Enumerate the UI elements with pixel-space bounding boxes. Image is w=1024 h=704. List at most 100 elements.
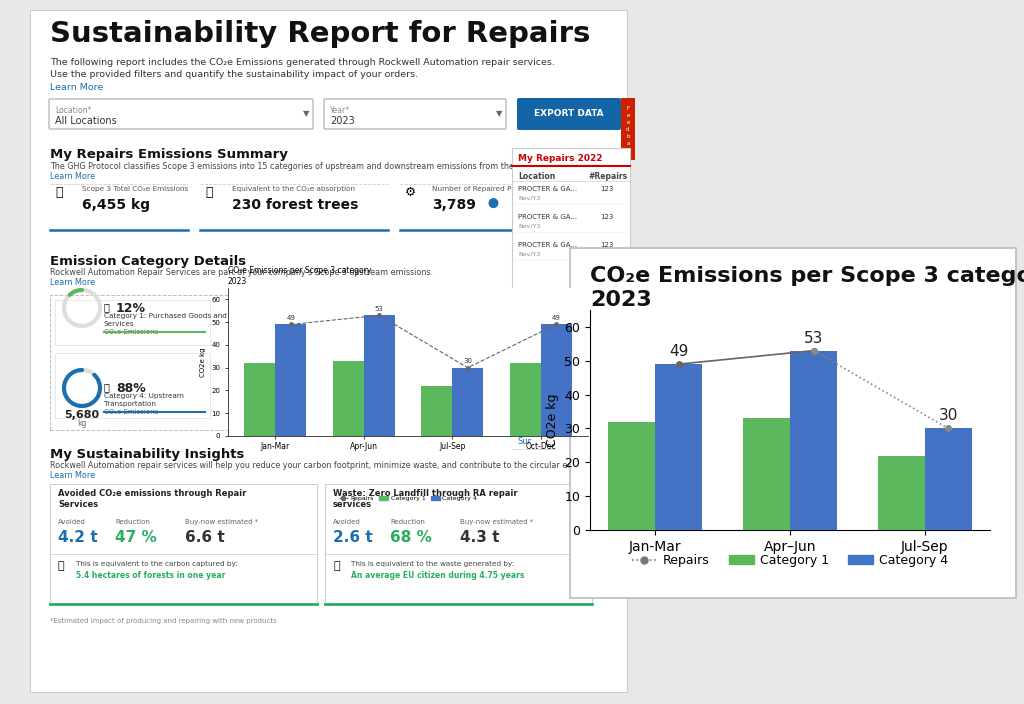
Text: Category 4: Upstream: Category 4: Upstream: [104, 393, 184, 399]
Text: ▼: ▼: [496, 110, 503, 118]
Text: 🌲: 🌲: [58, 561, 65, 571]
Text: This is equivalent to the carbon captured by:: This is equivalent to the carbon capture…: [76, 561, 238, 567]
Text: Cre: Cre: [518, 401, 532, 410]
Text: Number of Repaired Products: Number of Repaired Products: [432, 186, 539, 192]
Text: kg: kg: [78, 419, 87, 428]
Text: a: a: [627, 141, 630, 146]
Text: Sur: Sur: [518, 437, 532, 446]
Legend: Repairs, Category 1, Category 4: Repairs, Category 1, Category 4: [627, 549, 953, 572]
Text: The GHG Protocol classifies Scope 3 emissions into 15 categories of upstream and: The GHG Protocol classifies Scope 3 emis…: [50, 162, 614, 171]
Text: PROCTER & GA...: PROCTER & GA...: [518, 242, 578, 248]
Text: 53: 53: [375, 306, 384, 312]
Text: Learn More: Learn More: [50, 471, 95, 480]
Bar: [333, 361, 364, 436]
FancyBboxPatch shape: [324, 99, 506, 129]
Bar: [510, 363, 541, 436]
Text: Location*: Location*: [55, 106, 91, 115]
Text: Avoided: Avoided: [333, 519, 360, 525]
Text: Nov/Y3: Nov/Y3: [518, 195, 541, 200]
Text: Rockwell Automation repair services will help you reduce your carbon footprint, : Rockwell Automation repair services will…: [50, 461, 601, 470]
Text: 🚗: 🚗: [104, 302, 110, 312]
Text: 775: 775: [69, 360, 95, 373]
Bar: [453, 367, 483, 436]
Bar: [421, 386, 453, 436]
Text: 4.2 t: 4.2 t: [58, 530, 97, 545]
Text: F: F: [627, 106, 630, 111]
FancyBboxPatch shape: [517, 98, 621, 130]
Text: 12%: 12%: [116, 302, 146, 315]
FancyBboxPatch shape: [30, 10, 627, 692]
Text: Location: Location: [518, 172, 555, 181]
Text: Transportation: Transportation: [104, 401, 156, 407]
Text: Rockwell Automation Repair Services are part of your company’s Scope 3 upstream : Rockwell Automation Repair Services are …: [50, 268, 433, 277]
Text: services: services: [333, 500, 372, 509]
Text: 53: 53: [804, 331, 823, 346]
FancyBboxPatch shape: [50, 484, 317, 604]
Text: This is equivalent to the waste generated by:: This is equivalent to the waste generate…: [351, 561, 514, 567]
Text: Learn More: Learn More: [50, 278, 95, 287]
Bar: [790, 351, 838, 530]
Bar: [541, 325, 571, 436]
FancyBboxPatch shape: [512, 148, 630, 378]
Text: 5,680: 5,680: [65, 410, 99, 420]
Text: PROCTER & GA...: PROCTER & GA...: [518, 186, 578, 192]
Text: EXPORT DATA: EXPORT DATA: [535, 110, 604, 118]
Text: Buy-now estimated *: Buy-now estimated *: [460, 519, 534, 525]
Text: Buy-now estimated *: Buy-now estimated *: [185, 519, 258, 525]
Text: 47 %: 47 %: [115, 530, 157, 545]
Text: 2023: 2023: [590, 290, 651, 310]
Text: b: b: [627, 134, 630, 139]
Bar: [245, 363, 275, 436]
Text: 49: 49: [552, 315, 560, 321]
Text: 49: 49: [287, 315, 295, 321]
FancyBboxPatch shape: [50, 295, 615, 430]
Text: e: e: [627, 120, 630, 125]
Text: 🚛: 🚛: [104, 382, 110, 392]
Text: Emission Category Details: Emission Category Details: [50, 255, 246, 268]
Y-axis label: CO2e kg: CO2e kg: [546, 394, 559, 447]
Text: 2023: 2023: [330, 116, 354, 126]
Text: kg: kg: [78, 371, 87, 380]
Legend: Repairs, Category 1, Category 4: Repairs, Category 1, Category 4: [336, 494, 480, 504]
Text: 123: 123: [600, 186, 613, 192]
Text: 30: 30: [939, 408, 957, 423]
Text: c: c: [627, 148, 630, 153]
Text: PROCTER & GA...: PROCTER & GA...: [518, 214, 578, 220]
Text: Reduction: Reduction: [115, 519, 150, 525]
Text: CO₂e Emissions per Scope 3 category
2023: CO₂e Emissions per Scope 3 category 2023: [228, 266, 372, 286]
Bar: [560, 367, 580, 373]
Text: 🗑: 🗑: [333, 561, 340, 571]
Text: Year*: Year*: [330, 106, 350, 115]
Text: ⚙: ⚙: [406, 186, 416, 199]
Text: Reduction: Reduction: [390, 519, 425, 525]
Text: My Repairs 2022: My Repairs 2022: [518, 154, 602, 163]
Text: d: d: [627, 127, 630, 132]
Text: e: e: [627, 113, 630, 118]
Text: Scope 3 Total CO₂e Emissions: Scope 3 Total CO₂e Emissions: [82, 186, 188, 192]
FancyBboxPatch shape: [570, 248, 1016, 598]
Text: Avoided CO₂e emissions through Repair: Avoided CO₂e emissions through Repair: [58, 489, 247, 498]
Text: Ser: Ser: [518, 419, 532, 428]
Y-axis label: CO2e kg: CO2e kg: [200, 347, 206, 377]
Text: Use the provided filters and quantify the sustainability impact of your orders.: Use the provided filters and quantify th…: [50, 70, 418, 79]
Bar: [364, 315, 394, 436]
Text: The following report includes the CO₂e Emissions generated through Rockwell Auto: The following report includes the CO₂e E…: [50, 58, 555, 67]
Text: 🏭: 🏭: [55, 186, 62, 199]
Text: 88%: 88%: [116, 382, 145, 395]
Text: 🌿: 🌿: [205, 186, 213, 199]
Text: *Estimated impact of producing and repairing with new products: *Estimated impact of producing and repai…: [50, 618, 276, 624]
Text: 3,789: 3,789: [432, 198, 476, 212]
FancyBboxPatch shape: [325, 484, 592, 604]
Text: Sustainability Report for Repairs: Sustainability Report for Repairs: [50, 20, 591, 48]
Text: Tai: Tai: [518, 383, 529, 392]
Bar: [655, 364, 702, 530]
Text: Learn More: Learn More: [50, 83, 103, 92]
Text: 5.4 hectares of forests in one year: 5.4 hectares of forests in one year: [76, 571, 225, 580]
Text: 4.3 t: 4.3 t: [460, 530, 500, 545]
Text: k: k: [627, 155, 630, 160]
Text: Nov/Y3: Nov/Y3: [518, 223, 541, 228]
Text: Services: Services: [58, 500, 98, 509]
Bar: [621, 98, 635, 160]
FancyBboxPatch shape: [55, 353, 210, 418]
Text: ▼: ▼: [303, 110, 309, 118]
